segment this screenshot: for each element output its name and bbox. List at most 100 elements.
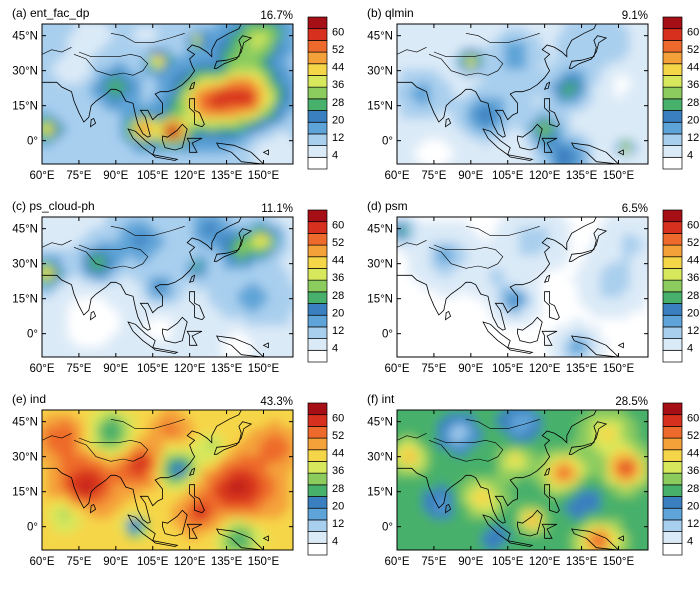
cell	[467, 462, 476, 471]
cell	[200, 469, 210, 478]
cell	[119, 104, 128, 113]
cell	[141, 297, 151, 306]
cell	[437, 283, 446, 292]
cell	[636, 339, 646, 348]
cell	[422, 332, 432, 341]
cell	[31, 42, 39, 50]
cell	[281, 546, 291, 550]
cell	[289, 283, 293, 292]
cell	[60, 311, 69, 320]
cell	[600, 469, 609, 478]
cell	[489, 311, 498, 320]
cell	[289, 511, 293, 520]
cell	[245, 269, 254, 278]
cell	[489, 339, 498, 348]
cell	[119, 97, 128, 106]
cell	[459, 234, 469, 243]
cell	[540, 255, 550, 264]
cell	[600, 400, 608, 408]
cell	[119, 339, 128, 348]
cell	[82, 276, 91, 285]
cell	[415, 90, 424, 99]
cell	[200, 455, 210, 464]
cell	[511, 255, 520, 264]
cell	[104, 118, 114, 127]
cell	[201, 207, 209, 215]
cell	[644, 276, 648, 285]
cell	[518, 27, 528, 36]
cell	[444, 125, 454, 134]
cell	[75, 83, 84, 92]
cell	[245, 325, 254, 334]
cell	[223, 14, 231, 22]
cell	[511, 118, 520, 127]
cell	[474, 69, 483, 78]
cell	[548, 27, 557, 36]
cell	[408, 427, 417, 436]
cell	[481, 255, 491, 264]
colorbar-label: 44	[332, 62, 344, 74]
cell	[274, 504, 283, 513]
cell	[622, 353, 631, 357]
cell	[60, 455, 69, 464]
colorbar-label: 4	[687, 149, 693, 161]
cell	[252, 76, 261, 85]
cell	[215, 518, 224, 527]
cell	[245, 118, 254, 127]
colorbar-label: 28	[687, 290, 699, 302]
y-tick-label: 45°N	[12, 31, 38, 43]
cell	[570, 104, 579, 113]
cell	[397, 441, 402, 450]
cell	[119, 476, 128, 485]
colorbar-label: 12	[687, 325, 699, 337]
cell	[200, 241, 210, 250]
cell	[297, 435, 305, 443]
cell	[193, 539, 202, 548]
cell	[607, 490, 616, 499]
cell	[592, 490, 602, 499]
cell	[126, 346, 136, 355]
cell	[577, 490, 587, 499]
cell	[215, 490, 224, 499]
cell	[518, 118, 528, 127]
cell	[577, 483, 587, 492]
cell	[614, 69, 624, 78]
cell	[208, 76, 217, 85]
cell	[171, 413, 180, 422]
x-tick-label: 120°E	[174, 170, 206, 182]
cell	[237, 455, 247, 464]
cell	[422, 353, 432, 357]
cell	[252, 353, 261, 357]
cell	[614, 339, 624, 348]
cell	[600, 41, 609, 50]
cell	[408, 76, 417, 85]
cell	[437, 290, 446, 299]
cell	[400, 448, 410, 457]
cell	[141, 511, 151, 520]
cell	[548, 332, 557, 341]
cell	[230, 504, 239, 513]
cell	[252, 104, 261, 113]
colorbar-swatch	[307, 98, 328, 111]
cell	[600, 217, 609, 222]
cell	[259, 118, 269, 127]
cell	[397, 24, 402, 29]
cell	[437, 325, 446, 334]
cell	[400, 304, 410, 313]
cell	[408, 318, 417, 327]
cell	[222, 469, 232, 478]
cell	[504, 118, 513, 127]
cell	[215, 132, 224, 141]
cell	[281, 234, 291, 243]
cell	[230, 41, 239, 50]
cell	[511, 220, 520, 229]
cell	[104, 476, 114, 485]
cell	[156, 24, 165, 29]
cell	[652, 21, 660, 29]
cell	[629, 410, 638, 415]
cell	[600, 83, 609, 92]
cell	[104, 410, 114, 415]
colorbar-swatch	[307, 449, 328, 462]
cell	[149, 539, 158, 548]
cell	[245, 34, 254, 43]
